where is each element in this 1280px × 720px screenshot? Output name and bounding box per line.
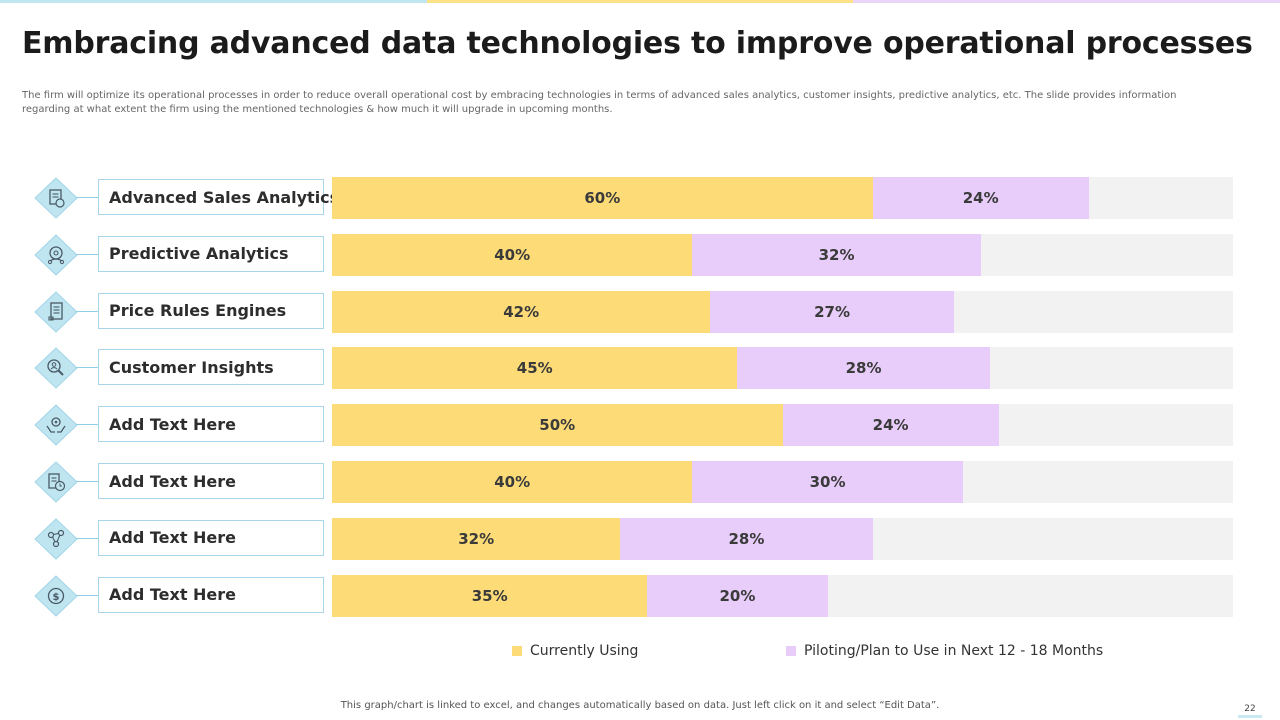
bar-segment-piloting[interactable]: 28% xyxy=(620,517,873,560)
legend-label-piloting: Piloting/Plan to Use in Next 12 - 18 Mon… xyxy=(804,643,1104,659)
bar-segment-piloting[interactable]: 32% xyxy=(692,233,981,276)
connector-line xyxy=(76,310,98,312)
legend-item-currently-using: Currently Using xyxy=(512,643,638,659)
people-network-icon xyxy=(34,518,78,560)
connector-line xyxy=(76,424,98,426)
category-label: Add Text Here xyxy=(98,519,324,556)
accent-purple xyxy=(853,0,1280,3)
brain-gear-icon xyxy=(34,234,78,276)
bar-segment-piloting[interactable]: 30% xyxy=(692,461,963,503)
category-label: Add Text Here xyxy=(98,406,324,443)
bar-segment-current[interactable]: 40% xyxy=(332,461,693,503)
bar-segment-piloting[interactable]: 24% xyxy=(872,177,1089,219)
slide-title: Embracing advanced data technologies to … xyxy=(22,26,1253,61)
category-label: Advanced Sales Analytics xyxy=(98,179,339,215)
accent-blue xyxy=(0,0,427,3)
magnifier-person-icon xyxy=(34,347,78,390)
connector-line xyxy=(76,481,98,482)
report-dollar-icon xyxy=(34,177,78,219)
bar-track: 60% 24% xyxy=(332,177,1233,219)
bar-segment-current[interactable]: 40% xyxy=(332,233,693,276)
bar-segment-piloting[interactable]: 24% xyxy=(782,404,999,447)
bar-segment-current[interactable]: 45% xyxy=(332,347,738,390)
bar-segment-current[interactable]: 60% xyxy=(332,177,873,219)
bar-segment-piloting[interactable]: 27% xyxy=(710,290,954,333)
bar-track: 42% 27% xyxy=(332,290,1233,333)
bar-segment-current[interactable]: 50% xyxy=(332,404,783,447)
category-label: Price Rules Engines xyxy=(98,292,324,329)
bar-segment-current[interactable]: 32% xyxy=(332,517,621,560)
connector-line xyxy=(76,594,98,596)
top-accent-bar xyxy=(0,0,1280,3)
category-label: Add Text Here xyxy=(98,463,324,499)
category-label: Add Text Here xyxy=(98,576,324,613)
bar-track: 32% 28% xyxy=(332,517,1233,560)
document-scroll-icon xyxy=(34,290,78,333)
category-label: Predictive Analytics xyxy=(98,235,324,272)
bar-segment-piloting[interactable]: 28% xyxy=(737,347,990,390)
svg-text:$: $ xyxy=(53,592,60,603)
bar-track: 50% 24% xyxy=(332,404,1233,447)
legend-swatch-current xyxy=(512,646,522,656)
legend-swatch-piloting xyxy=(786,646,796,656)
page-number: 22 xyxy=(1238,704,1262,718)
bar-track: 35% 20% xyxy=(332,574,1233,617)
bar-segment-piloting[interactable]: 20% xyxy=(647,574,828,617)
legend-item-piloting: Piloting/Plan to Use in Next 12 - 18 Mon… xyxy=(786,643,1103,659)
hands-gear-icon xyxy=(34,404,78,446)
connector-line xyxy=(76,253,98,255)
bar-segment-current[interactable]: 42% xyxy=(332,290,711,333)
legend-label-current: Currently Using xyxy=(530,643,639,659)
connector-line xyxy=(76,367,98,369)
document-clock-icon xyxy=(34,461,78,503)
accent-yellow xyxy=(426,0,854,3)
dollar-coin-icon: $ xyxy=(34,574,78,617)
bar-track: 45% 28% xyxy=(332,347,1233,390)
connector-line xyxy=(76,537,98,539)
bar-track: 40% 30% xyxy=(332,461,1233,503)
category-label: Customer Insights xyxy=(98,349,324,386)
footnote: This graph/chart is linked to excel, and… xyxy=(340,700,940,711)
bar-segment-current[interactable]: 35% xyxy=(332,574,648,617)
slide-subtitle: The firm will optimize its operational p… xyxy=(22,90,1177,115)
connector-line xyxy=(76,197,98,198)
bar-track: 40% 32% xyxy=(332,233,1233,276)
